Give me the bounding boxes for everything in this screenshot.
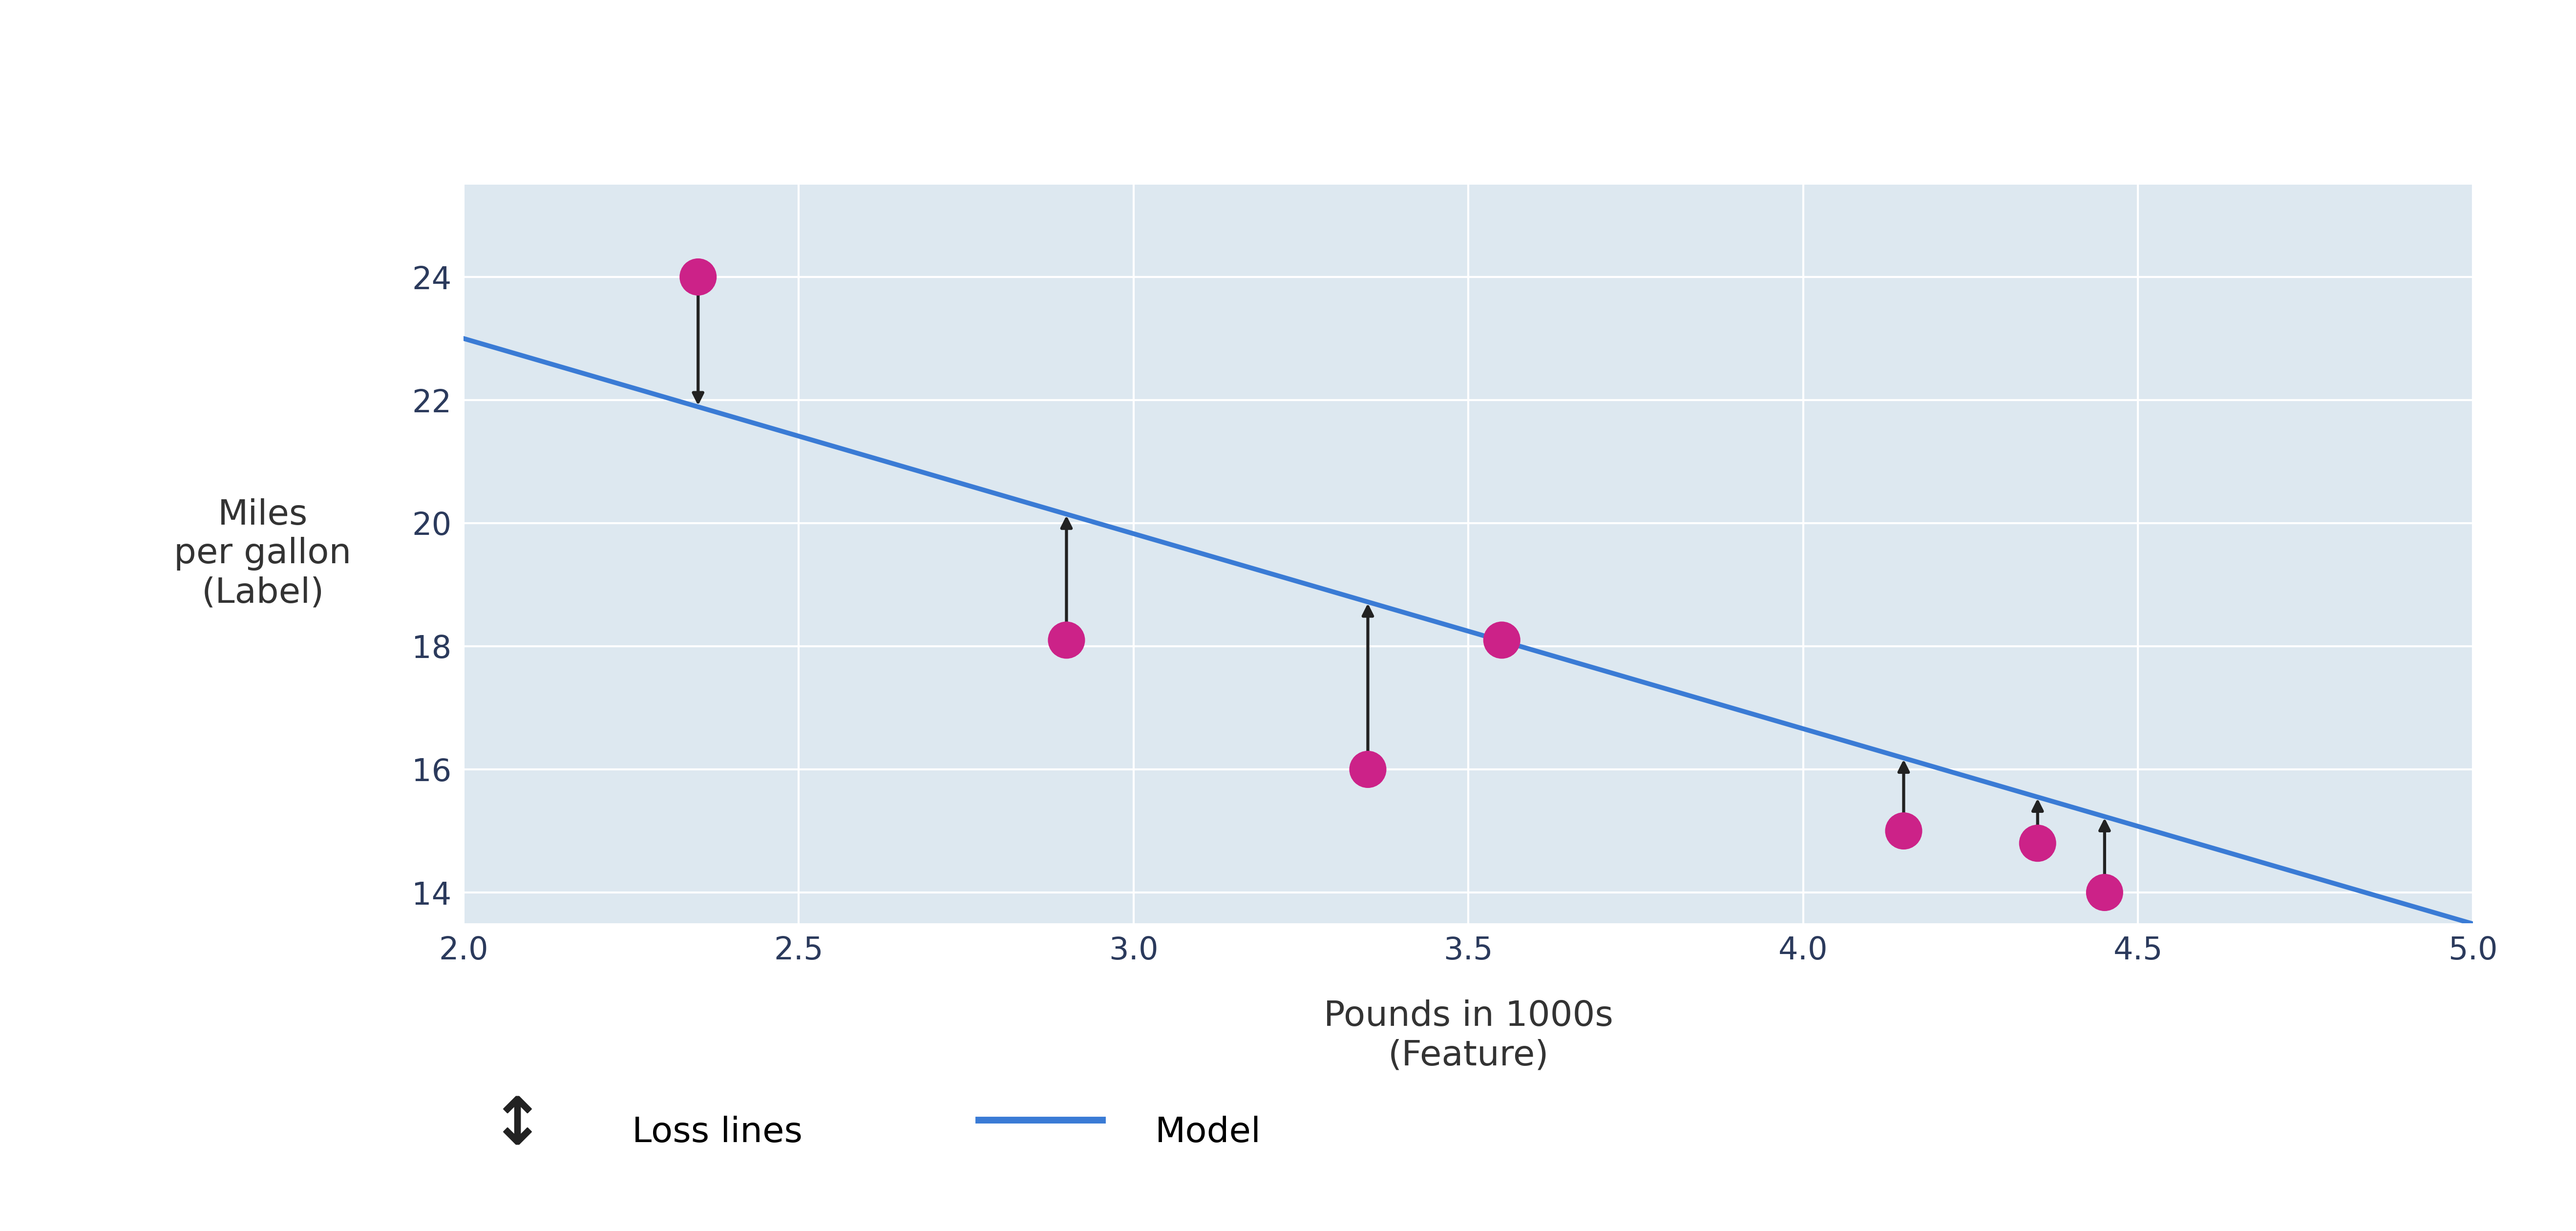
Point [2084, 883, 2125, 902]
Legend: Loss lines, Model: Loss lines, Model [456, 1098, 1262, 1165]
Point [1046, 630, 1087, 650]
Point [1883, 821, 1924, 841]
Point [677, 267, 719, 287]
Y-axis label: Miles
per gallon
(Label): Miles per gallon (Label) [175, 499, 350, 609]
Point [2017, 833, 2058, 853]
Point [1347, 760, 1388, 779]
Point [1481, 630, 1522, 650]
X-axis label: Pounds in 1000s
(Feature): Pounds in 1000s (Feature) [1324, 1000, 1613, 1072]
